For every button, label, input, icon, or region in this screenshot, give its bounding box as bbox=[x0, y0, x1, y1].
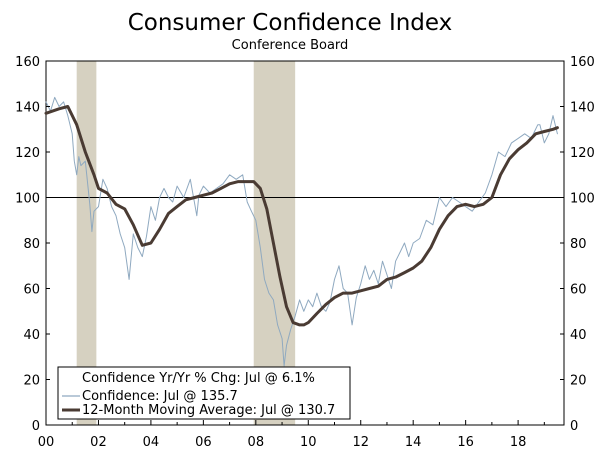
x-axis: 00 02 04 06 08 10 12 14 16 18 bbox=[38, 420, 545, 450]
y-tick-label-left: 140 bbox=[15, 101, 40, 116]
legend-box bbox=[57, 366, 351, 420]
x-tick-label: 14 bbox=[405, 435, 422, 450]
y-tick-label-left: 160 bbox=[15, 55, 40, 70]
x-tick-label: 18 bbox=[510, 435, 527, 450]
x-tick-label: 00 bbox=[38, 435, 55, 450]
y-tick-label-left: 100 bbox=[15, 192, 40, 207]
y-tick-label-right: 140 bbox=[570, 101, 595, 116]
y-tick-label-right: 20 bbox=[570, 374, 587, 389]
y-tick-label-right: 120 bbox=[570, 146, 595, 161]
x-tick-label: 12 bbox=[352, 435, 369, 450]
recession-band bbox=[76, 61, 97, 425]
x-tick-label: 02 bbox=[90, 435, 107, 450]
x-tick-label: 06 bbox=[195, 435, 212, 450]
y-tick-label-left: 60 bbox=[23, 283, 40, 298]
x-tick-label: 10 bbox=[300, 435, 317, 450]
x-tick-label: 08 bbox=[248, 435, 265, 450]
y-tick-label-left: 20 bbox=[23, 374, 40, 389]
chart-title: Consumer Confidence Index bbox=[128, 10, 453, 36]
series-layer bbox=[44, 96, 559, 367]
y-tick-label-left: 120 bbox=[15, 146, 40, 161]
y-tick-label-right: 0 bbox=[570, 419, 578, 434]
legend-confidence-label: Confidence: Jul @ 135.7 bbox=[82, 389, 238, 404]
confidence-line bbox=[45, 96, 558, 367]
x-tick-label: 16 bbox=[457, 435, 474, 450]
y-tick-label-left: 0 bbox=[32, 419, 40, 434]
y-tick-label-right: 80 bbox=[570, 237, 587, 252]
y-tick-label-left: 40 bbox=[23, 328, 40, 343]
y-tick-label-right: 40 bbox=[570, 328, 587, 343]
legend-moving-average-label: 12-Month Moving Average: Jul @ 130.7 bbox=[82, 403, 335, 418]
x-tick-label: 04 bbox=[143, 435, 160, 450]
y-tick-label-right: 160 bbox=[570, 55, 595, 70]
moving-average-line bbox=[44, 105, 559, 327]
legend-yoy-label: Confidence Yr/Yr % Chg: Jul @ 6.1% bbox=[82, 371, 315, 386]
chart-subtitle: Conference Board bbox=[232, 38, 349, 53]
y-axis-left: 0 20 40 60 80 100 120 140 160 bbox=[15, 55, 50, 434]
y-tick-label-right: 60 bbox=[570, 283, 587, 298]
y-tick-label-right: 100 bbox=[570, 192, 595, 207]
y-tick-label-left: 80 bbox=[23, 237, 40, 252]
y-axis-right: 0 20 40 60 80 100 120 140 160 bbox=[560, 55, 595, 434]
legend: Confidence Yr/Yr % Chg: Jul @ 6.1% Confi… bbox=[57, 366, 351, 420]
